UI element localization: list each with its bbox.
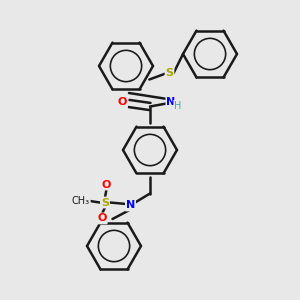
Text: N: N bbox=[126, 200, 135, 211]
Text: CH₃: CH₃ bbox=[72, 196, 90, 206]
Text: O: O bbox=[97, 213, 107, 224]
Text: O: O bbox=[118, 97, 127, 107]
Text: N: N bbox=[167, 97, 176, 107]
Text: S: S bbox=[166, 68, 173, 79]
Text: O: O bbox=[102, 179, 111, 190]
Text: H: H bbox=[174, 100, 182, 111]
Text: S: S bbox=[101, 197, 109, 208]
